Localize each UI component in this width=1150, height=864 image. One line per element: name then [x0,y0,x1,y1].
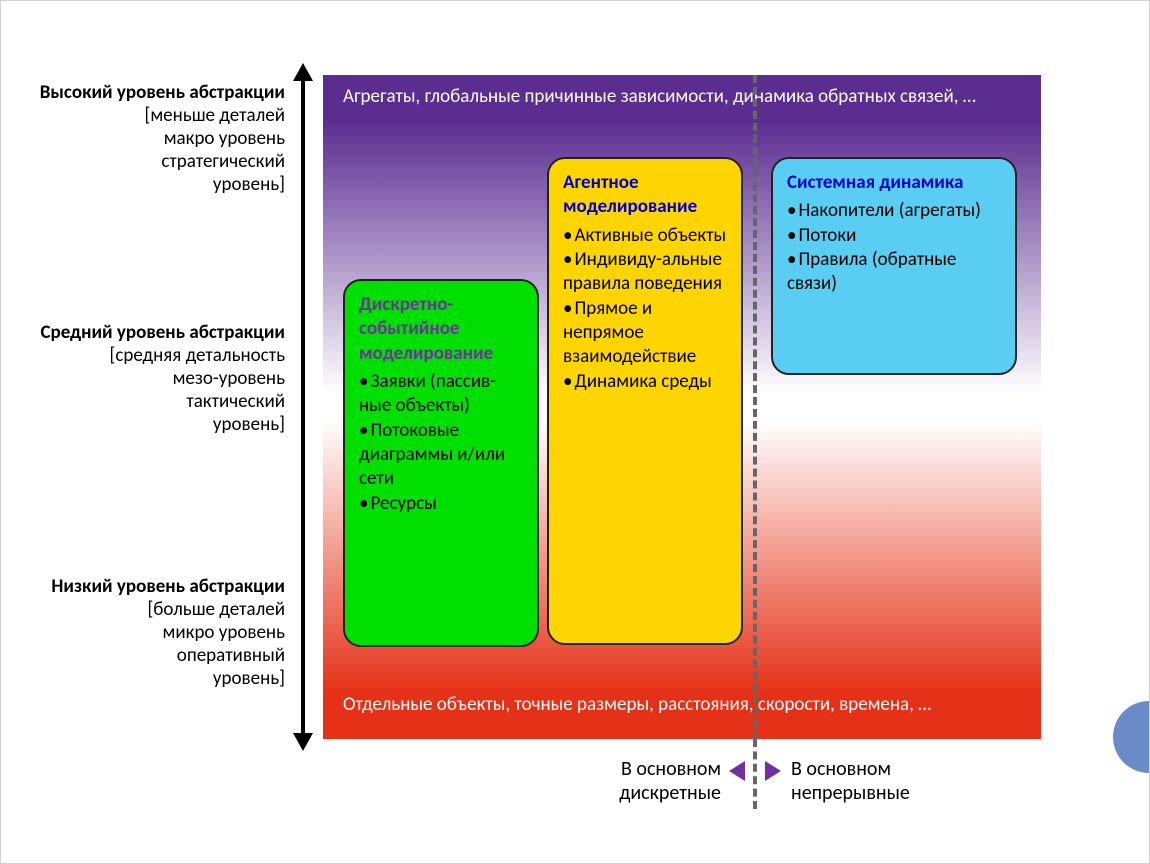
discrete-continuous-divider [753,75,757,739]
list-item: Прямое и непрямое взаимодействие [563,297,727,370]
box-list: Активные объекты Индивиду-альные правила… [563,224,727,394]
list-item: Потоковые диаграммы и/или сети [359,419,523,492]
discrete-continuous-divider-ext [753,739,757,809]
box-system-dynamics: Системная динамика Накопители (агрегаты)… [771,157,1017,375]
box-discrete-event: Дискретно-событийное моделирование Заявк… [343,279,539,647]
label-rest: [средняя детальностьмезо-уровеньтактичес… [110,344,286,436]
list-item: Накопители (агрегаты) [787,199,1001,223]
box-title: Дискретно-событийное моделирование [359,293,523,366]
box-title: Системная динамика [787,171,1001,195]
label-rest: [меньше деталеймакро уровеньстратегическ… [145,104,286,196]
box-agent-based: Агентное моделирование Активные объекты … [547,157,743,645]
box-list: Заявки (пассив-ные объекты) Потоковые ди… [359,370,523,516]
label-bold: Высокий уровень абстракции [40,81,285,104]
label-bold: Средний уровень абстракции [41,321,286,344]
label-bold: Низкий уровень абстракции [51,575,285,598]
arrow-up-icon [293,63,313,81]
list-item: Потоки [787,224,1001,248]
bottom-caption: Отдельные объекты, точные размеры, расст… [343,693,1021,717]
label-mid: Средний уровень абстракции [средняя дета… [31,321,285,436]
label-high: Высокий уровень абстракции [меньше детал… [31,81,285,196]
label-low: Низкий уровень абстракции [больше детале… [31,575,285,690]
bottom-label-continuous: В основном непрерывные [791,757,991,805]
arrow-down-icon [293,733,313,751]
list-item: Индивиду-альные правила поведения [563,248,727,297]
list-item: Ресурсы [359,492,523,516]
label-rest: [больше деталеймикро уровеньоперативныйу… [147,598,285,690]
triangle-right-icon [765,761,781,781]
bottom-label-discrete: В основном дискретные [541,757,721,805]
list-item: Правила (обратные связи) [787,248,1001,297]
box-list: Накопители (агрегаты) Потоки Правила (об… [787,199,1001,296]
box-title: Агентное моделирование [563,171,727,220]
list-item: Динамика среды [563,370,727,394]
slide: Агрегаты, глобальные причинные зависимос… [0,0,1150,864]
vertical-axis [301,75,305,739]
triangle-left-icon [729,761,745,781]
list-item: Активные объекты [563,224,727,248]
slide-decor-arc [1113,701,1149,773]
top-caption: Агрегаты, глобальные причинные зависимос… [343,85,1021,109]
list-item: Заявки (пассив-ные объекты) [359,370,523,419]
abstraction-stage: Агрегаты, глобальные причинные зависимос… [323,75,1041,739]
